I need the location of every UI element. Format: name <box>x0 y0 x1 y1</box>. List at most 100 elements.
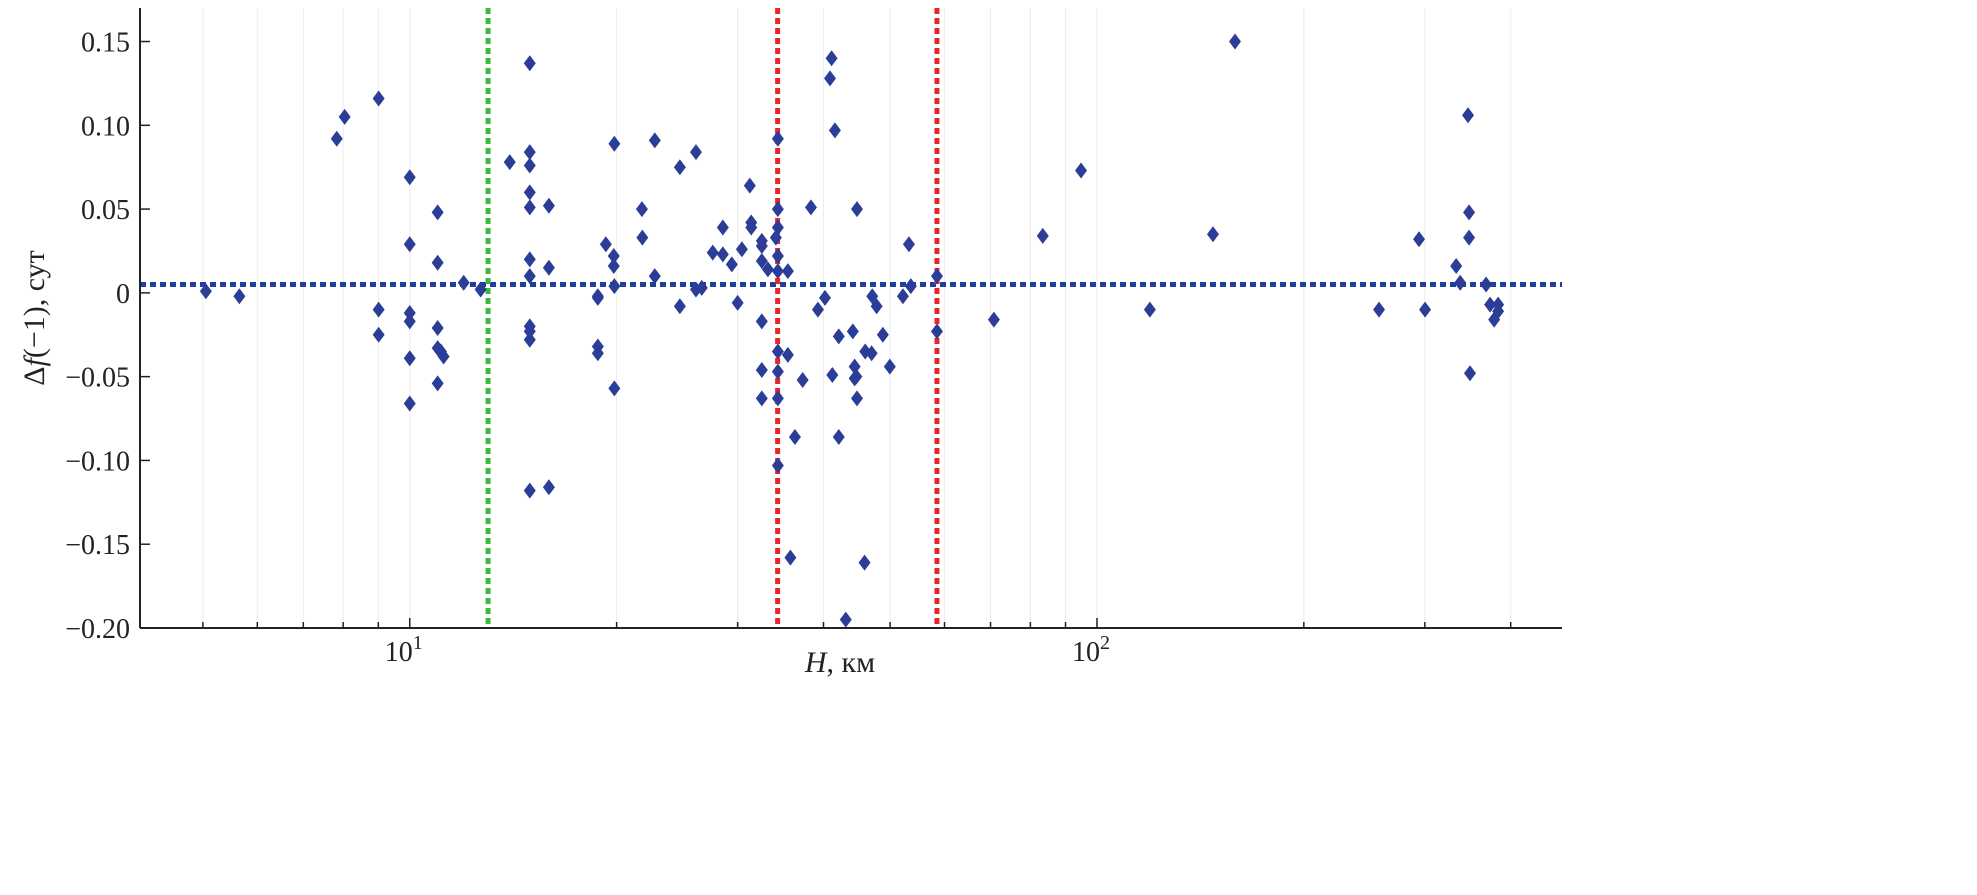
data-point-diamond <box>403 350 416 367</box>
x-axis-label: H, км <box>804 646 875 679</box>
data-point-diamond <box>823 70 836 87</box>
data-point-diamond <box>233 288 246 305</box>
data-point-diamond <box>523 184 536 201</box>
data-point-diamond <box>1143 301 1156 318</box>
data-point-diamond <box>771 363 784 380</box>
data-point-diamond <box>338 108 351 125</box>
data-point-diamond <box>755 253 768 270</box>
data-point-diamond <box>403 304 416 321</box>
data-point-diamond <box>850 368 863 385</box>
data-point-diamond <box>523 482 536 499</box>
y-tick-label: −0.10 <box>65 446 130 477</box>
data-point-diamond <box>199 283 212 300</box>
data-point-diamond <box>832 428 845 445</box>
data-point-diamond <box>1419 301 1432 318</box>
data-point-diamond <box>771 390 784 407</box>
data-point-diamond <box>1454 274 1467 291</box>
data-point-diamond <box>771 343 784 360</box>
data-point-diamond <box>1464 365 1477 382</box>
data-point-diamond <box>826 366 839 383</box>
data-point-diamond <box>599 236 612 253</box>
data-point-diamond <box>850 201 863 218</box>
data-point-diamond <box>716 219 729 236</box>
data-point-diamond <box>1492 296 1505 313</box>
data-point-diamond <box>1036 227 1049 244</box>
data-point-diamond <box>689 144 702 161</box>
data-point-diamond <box>904 278 917 295</box>
data-point-diamond <box>832 328 845 345</box>
data-point-diamond <box>771 263 784 280</box>
reference-lines <box>140 8 1562 628</box>
data-point-diamond <box>755 361 768 378</box>
data-point-diamond <box>987 311 1000 328</box>
data-point-diamond <box>403 313 416 330</box>
data-point-diamond <box>876 326 889 343</box>
data-point-diamond <box>811 301 824 318</box>
data-point-diamond <box>850 390 863 407</box>
data-point-diamond <box>542 259 555 276</box>
data-point-diamond <box>542 197 555 214</box>
data-point-diamond <box>372 301 385 318</box>
y-tick-label: 0.10 <box>81 111 130 142</box>
data-point-diamond <box>1206 226 1219 243</box>
data-point-diamond <box>828 122 841 139</box>
data-point-diamond <box>818 289 831 306</box>
y-ticks: 0.15 0.10 0.05 0 −0.05 −0.10 −0.15 −0.20 <box>65 28 150 645</box>
y-axis-label: Δf(−1), сут <box>18 250 51 386</box>
data-point-diamond <box>896 288 909 305</box>
data-point-diamond <box>437 348 450 365</box>
data-point-diamond <box>1462 107 1475 124</box>
data-point-diamond <box>725 256 738 273</box>
data-point-diamond <box>735 241 748 258</box>
data-point-diamond <box>636 229 649 246</box>
data-point-diamond <box>608 380 621 397</box>
data-point-diamond <box>591 345 604 362</box>
y-tick-label: −0.05 <box>65 363 130 394</box>
data-point-diamond <box>457 274 470 291</box>
data-point-diamond <box>523 251 536 268</box>
data-point-diamond <box>523 331 536 348</box>
data-point-diamond <box>865 345 878 362</box>
y-tick-label: 0.05 <box>81 195 130 226</box>
data-point-diamond <box>503 154 516 171</box>
data-point-diamond <box>825 50 838 67</box>
data-point-diamond <box>523 157 536 174</box>
data-point-diamond <box>403 169 416 186</box>
data-point-diamond <box>431 320 444 337</box>
data-point-diamond <box>474 281 487 298</box>
data-point-diamond <box>591 288 604 305</box>
data-point-diamond <box>648 268 661 285</box>
x-tick-label: 102 <box>1072 632 1110 668</box>
data-point-diamond <box>1413 231 1426 248</box>
data-point-diamond <box>1480 276 1493 293</box>
data-point-diamond <box>784 549 797 566</box>
data-point-diamond <box>771 248 784 264</box>
data-point-diamond <box>804 199 817 216</box>
data-point-diamond <box>635 201 648 218</box>
data-point-diamond <box>771 219 784 236</box>
data-point-diamond <box>716 246 729 263</box>
data-point-diamond <box>431 254 444 271</box>
data-point-diamond <box>542 479 555 496</box>
data-point-diamond <box>607 258 620 275</box>
data-point-diamond <box>673 298 686 315</box>
data-point-diamond <box>372 326 385 343</box>
data-point-diamond <box>771 201 784 218</box>
data-point-diamond <box>858 554 871 571</box>
data-point-diamond <box>1463 204 1476 221</box>
data-point-diamond <box>1463 229 1476 246</box>
data-point-diamond <box>731 294 744 311</box>
data-point-diamond <box>930 268 943 285</box>
data-point-diamond <box>839 611 852 628</box>
minor-gridlines <box>202 8 1512 628</box>
data-point-diamond <box>695 279 708 296</box>
data-point-diamond <box>673 159 686 176</box>
data-point-diamond <box>755 237 768 254</box>
x-ticks: 101 102 <box>202 618 1512 668</box>
data-point-diamond <box>870 298 883 315</box>
data-point-diamond <box>431 375 444 392</box>
data-point-diamond <box>781 346 794 363</box>
data-point-diamond <box>788 428 801 445</box>
data-point-diamond <box>431 204 444 221</box>
